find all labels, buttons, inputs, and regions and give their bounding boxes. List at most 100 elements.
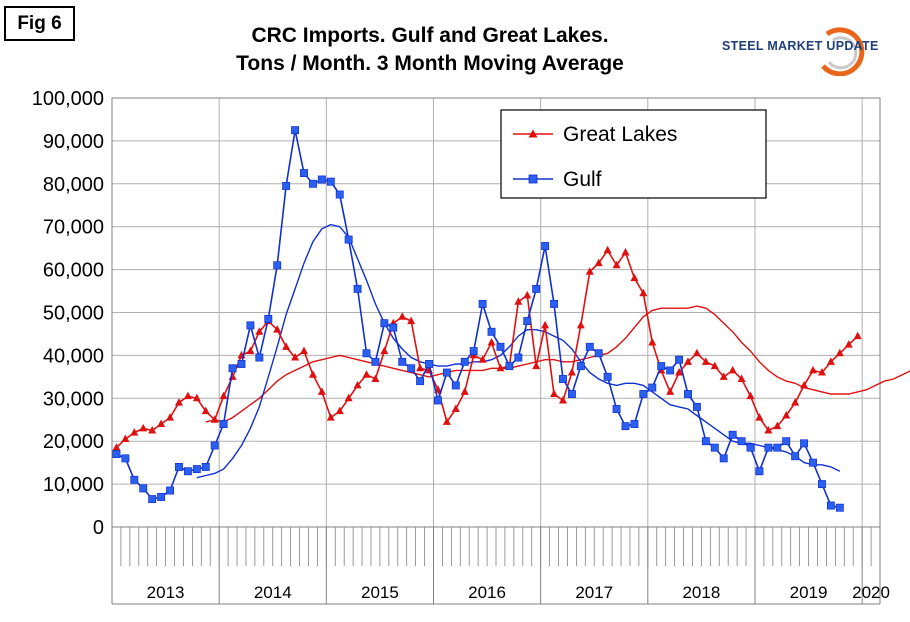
great-lakes-data-point: [692, 348, 701, 357]
gulf-data-point: [755, 467, 764, 476]
gulf-data-point: [344, 235, 353, 244]
great-lakes-data-point: [844, 340, 853, 348]
great-lakes-data-point: [639, 288, 648, 297]
y-tick-label: 20,000: [43, 431, 104, 453]
great-lakes-data-point: [550, 389, 559, 398]
gulf-data-point: [496, 342, 505, 351]
gulf-data-point: [639, 390, 648, 398]
gulf-data-point: [317, 175, 326, 184]
great-lakes-data-point: [523, 290, 532, 299]
gulf-data-point: [791, 452, 800, 461]
gulf-data-point: [237, 360, 246, 368]
gulf-data-point: [657, 362, 666, 371]
gulf-data-point: [183, 467, 192, 476]
gulf-data-point: [175, 462, 183, 471]
gulf-data-point: [398, 357, 407, 366]
gulf-data-point: [701, 437, 710, 446]
great-lakes-data-point: [442, 417, 451, 425]
x-year-label: 2020: [852, 583, 890, 602]
x-year-label: 2013: [147, 583, 185, 602]
gulf-data-point: [201, 462, 210, 471]
gulf-data-point: [728, 430, 737, 439]
great-lakes-data-point: [684, 357, 692, 365]
y-tick-label: 30,000: [43, 388, 104, 410]
great-lakes-data-point: [576, 320, 585, 329]
gulf-data-point: [442, 368, 451, 377]
great-lakes-data-point: [380, 346, 389, 355]
great-lakes-data-point: [701, 357, 710, 365]
gulf-data-point: [710, 443, 719, 452]
gulf-data-point: [505, 362, 514, 371]
great-lakes-data-point: [166, 413, 175, 421]
great-lakes-data-point: [567, 368, 576, 376]
gulf-data-point: [737, 437, 746, 446]
great-lakes-data-point: [675, 368, 684, 376]
gulf-series-line: [116, 130, 840, 509]
great-lakes-data-point: [308, 370, 317, 378]
gulf-data-point: [139, 484, 148, 493]
gulf-data-point: [746, 443, 755, 452]
gulf-data-point: [416, 377, 425, 386]
great-lakes-data-point: [112, 443, 121, 451]
legend-gulf-label: Gulf: [563, 168, 602, 191]
great-lakes-data-point: [737, 374, 746, 382]
gulf-data-point: [630, 420, 639, 428]
gulf-data-point: [112, 450, 121, 459]
great-lakes-data-point: [648, 338, 657, 346]
gulf-data-point: [300, 169, 308, 178]
great-lakes-data-point: [174, 398, 183, 406]
legend-great-lakes-marker: [528, 129, 538, 138]
great-lakes-data-point: [826, 357, 835, 365]
great-lakes-data-point: [201, 406, 210, 415]
great-lakes-data-point: [791, 398, 800, 406]
chart-title-line-1: CRC Imports. Gulf and Great Lakes.: [251, 24, 609, 47]
great-lakes-data-point: [817, 368, 826, 376]
great-lakes-data-point: [451, 404, 460, 413]
gulf-data-point: [246, 321, 255, 330]
legend: Great Lakes Gulf: [500, 109, 767, 199]
great-lakes-data-point: [782, 410, 791, 419]
great-lakes-data-point: [514, 297, 523, 305]
gulf-data-point: [594, 349, 603, 358]
great-lakes-data-point: [407, 316, 416, 325]
great-lakes-data-point: [773, 421, 782, 430]
great-lakes-data-point: [273, 325, 282, 333]
great-lakes-data-point: [291, 353, 300, 361]
gulf-data-point: [380, 319, 389, 328]
gulf-data-point: [773, 443, 782, 452]
gulf-data-point: [425, 360, 433, 368]
great-lakes-data-point: [300, 346, 308, 355]
gulf-data-point: [692, 402, 701, 411]
great-lakes-data-point: [416, 363, 425, 372]
great-lakes-data-point: [362, 370, 371, 378]
great-lakes-data-point: [603, 245, 612, 254]
great-lakes-data-point: [719, 372, 728, 380]
steel-market-update-logo: STEEL MARKET UPDATE: [722, 27, 902, 76]
x-year-label: 2018: [682, 583, 720, 602]
great-lakes-data-point: [541, 320, 550, 329]
gulf-data-point: [219, 420, 228, 428]
x-year-label: 2017: [575, 583, 613, 602]
gulf-data-point: [130, 475, 139, 484]
gulf-data-point: [255, 353, 264, 362]
gulf-data-point: [389, 323, 398, 332]
great-lakes-data-point: [853, 331, 862, 340]
y-tick-label: 0: [93, 517, 104, 539]
great-lakes-data-point: [809, 365, 818, 374]
series-layer: [112, 126, 910, 512]
y-axis-ticks: 0 10,000 20,000 30,000 40,000 50,000 60,000 70,…: [32, 88, 104, 539]
y-tick-label: 80,000: [43, 174, 104, 196]
gulf-data-point: [460, 357, 469, 366]
great-lakes-data-point: [183, 391, 192, 400]
y-tick-label: 40,000: [43, 345, 104, 367]
gulf-data-point: [612, 405, 621, 413]
great-lakes-data-point: [282, 342, 291, 350]
great-lakes-data-point: [317, 387, 326, 395]
gulf-data-point: [371, 357, 380, 366]
great-lakes-data-point: [192, 393, 201, 402]
x-year-label: 2014: [254, 583, 292, 602]
great-lakes-data-point: [630, 273, 639, 282]
great-lakes-data-point: [755, 413, 764, 421]
great-lakes-data-point: [612, 260, 621, 269]
